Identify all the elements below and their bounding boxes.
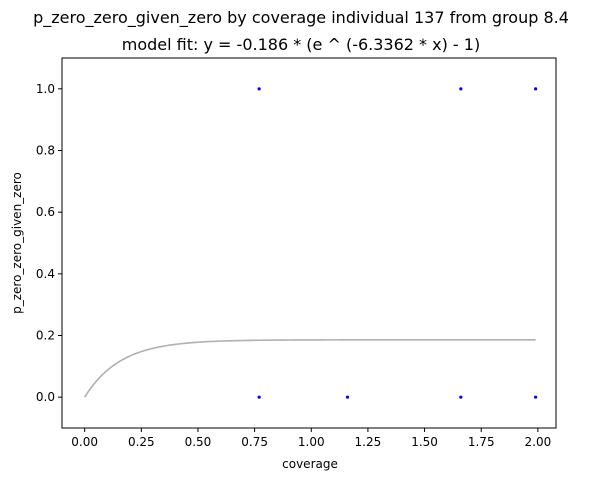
data-point: [534, 87, 537, 90]
data-point: [258, 87, 261, 90]
points-layer: [258, 87, 538, 399]
y-tick-label: 1.0: [36, 82, 55, 96]
fit-curve: [85, 340, 536, 397]
x-tick-label: 0.50: [185, 435, 212, 449]
x-axis-label: coverage: [282, 457, 338, 471]
plot-area: [62, 58, 556, 428]
y-tick-label: 0.0: [36, 390, 55, 404]
y-tick-label: 0.8: [36, 144, 55, 158]
x-tick-label: 2.00: [525, 435, 552, 449]
x-tick-label: 1.50: [411, 435, 438, 449]
fit-curve-layer: [85, 340, 536, 397]
x-axis-ticks: 0.00 0.25 0.50 0.75 1.00 1.25 1.50 1.75 2.00: [71, 428, 551, 449]
x-tick-label: 1.00: [298, 435, 325, 449]
chart-title: p_zero_zero_given_zero by coverage indiv…: [33, 8, 569, 28]
y-axis-label: p_zero_zero_given_zero: [10, 172, 24, 314]
x-tick-label: 0.75: [241, 435, 268, 449]
y-axis-ticks: 0.0 0.2 0.4 0.6 0.8 1.0: [36, 82, 62, 404]
y-tick-label: 0.4: [36, 267, 55, 281]
data-point: [534, 396, 537, 399]
y-tick-label: 0.6: [36, 205, 55, 219]
x-tick-label: 0.00: [71, 435, 98, 449]
data-point: [459, 87, 462, 90]
data-point: [346, 396, 349, 399]
y-tick-label: 0.2: [36, 329, 55, 343]
x-tick-label: 1.25: [355, 435, 382, 449]
x-tick-label: 1.75: [468, 435, 495, 449]
x-tick-label: 0.25: [128, 435, 155, 449]
chart-subtitle: model fit: y = -0.186 * (e ^ (-6.3362 * …: [122, 35, 480, 54]
data-point: [459, 396, 462, 399]
data-point: [258, 396, 261, 399]
